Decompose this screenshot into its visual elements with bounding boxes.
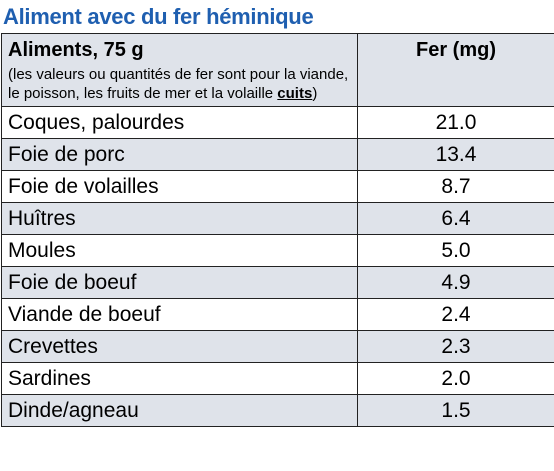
- table-header: Aliments, 75 g (les valeurs ou quantités…: [1, 33, 554, 107]
- iron-value: 2.0: [357, 362, 554, 395]
- iron-value: 2.3: [357, 330, 554, 363]
- iron-value: 2.4: [357, 298, 554, 331]
- table-row: Dinde/agneau 1.5: [1, 394, 554, 427]
- food-name: Foie de porc: [1, 138, 358, 171]
- food-name: Sardines: [1, 362, 358, 395]
- food-name: Moules: [1, 234, 358, 267]
- food-name: Dinde/agneau: [1, 394, 358, 427]
- food-name: Foie de boeuf: [1, 266, 358, 299]
- header-food-cell: Aliments, 75 g (les valeurs ou quantités…: [1, 33, 358, 107]
- header-food-title: Aliments, 75 g: [8, 39, 144, 61]
- table-row: Moules 5.0: [1, 234, 554, 267]
- food-name: Foie de volailles: [1, 170, 358, 203]
- food-name: Viande de boeuf: [1, 298, 358, 331]
- iron-value: 1.5: [357, 394, 554, 427]
- page-title: Aliment avec du fer héminique: [3, 4, 314, 29]
- table-row: Sardines 2.0: [1, 362, 554, 395]
- iron-value: 8.7: [357, 170, 554, 203]
- iron-table: Aliments, 75 g (les valeurs ou quantités…: [1, 33, 554, 427]
- iron-value: 5.0: [357, 234, 554, 267]
- iron-value: 13.4: [357, 138, 554, 171]
- header-note-emphasis: cuits: [277, 85, 313, 102]
- header-row: Aliments, 75 g (les valeurs ou quantités…: [1, 33, 554, 107]
- table-row: Foie de boeuf 4.9: [1, 266, 554, 299]
- table-row: Crevettes 2.3: [1, 330, 554, 363]
- food-name: Huîtres: [1, 202, 358, 235]
- table-row: Huîtres 6.4: [1, 202, 554, 235]
- food-name: Coques, palourdes: [1, 106, 358, 139]
- iron-value: 21.0: [357, 106, 554, 139]
- food-name: Crevettes: [1, 330, 358, 363]
- iron-value: 6.4: [357, 202, 554, 235]
- header-note-end: ): [312, 85, 318, 102]
- table-body: Coques, palourdes 21.0 Foie de porc 13.4 Foi…: [1, 106, 554, 427]
- table-row: Foie de volailles 8.7: [1, 170, 554, 203]
- iron-value: 4.9: [357, 266, 554, 299]
- table-row: Foie de porc 13.4: [1, 138, 554, 171]
- header-iron-title: Fer (mg): [357, 33, 554, 107]
- header-note: (les valeurs ou quantités de fer sont po…: [2, 62, 357, 106]
- table-row: Coques, palourdes 21.0: [1, 106, 554, 139]
- header-note-text: (les valeurs ou quantités de fer sont po…: [8, 66, 349, 102]
- table-row: Viande de boeuf 2.4: [1, 298, 554, 331]
